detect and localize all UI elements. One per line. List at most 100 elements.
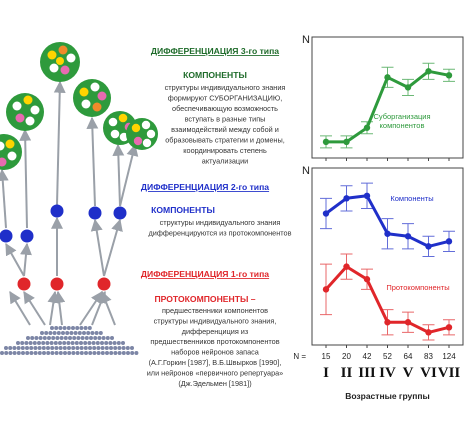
- data-point: [404, 233, 412, 240]
- pool-neuron: [88, 346, 92, 350]
- protocomponent-node: [17, 277, 31, 291]
- pool-neuron: [37, 341, 41, 345]
- pool-neuron: [121, 351, 126, 355]
- pool-neuron: [25, 346, 29, 350]
- description-line: образовывать стратегии и домены,: [165, 136, 284, 145]
- pool-neuron: [33, 346, 38, 350]
- pool-neuron: [121, 341, 125, 345]
- level2-heading: ДИФФЕРЕНЦИАЦИЯ 2-го типа: [141, 182, 269, 192]
- n-value: 42: [363, 352, 372, 361]
- data-point: [322, 210, 330, 217]
- pool-neuron: [90, 331, 95, 335]
- data-point: [445, 324, 453, 331]
- level3-block: ДИФФЕРЕНЦИАЦИЯ 3-го типа КОМПОНЕНТЫ стру…: [151, 46, 285, 166]
- n-value: 64: [404, 352, 413, 361]
- pool-neuron: [34, 336, 39, 340]
- pool-neuron: [83, 346, 88, 350]
- pool-neuron: [72, 336, 77, 340]
- data-point: [322, 286, 330, 293]
- pool-neuron: [58, 326, 63, 330]
- x-tick-label: II: [341, 365, 353, 381]
- pool-neuron: [126, 351, 130, 355]
- n-value: 20: [342, 352, 351, 361]
- series-label: компонентов: [380, 121, 425, 130]
- pool-neuron: [70, 341, 75, 345]
- data-point: [343, 138, 350, 146]
- pool-neuron: [109, 351, 114, 355]
- pool-neuron: [113, 346, 118, 350]
- pool-neuron: [45, 341, 50, 345]
- description-line: формируют СУБОРГАНИЗАЦИЮ,: [168, 94, 283, 103]
- data-point: [384, 74, 391, 81]
- level3-sub: КОМПОНЕНТЫ: [183, 70, 247, 80]
- pool-neuron: [75, 346, 80, 350]
- pool-neuron: [59, 336, 64, 340]
- pool-neuron: [92, 351, 97, 355]
- level2-sub: КОМПОНЕНТЫ: [151, 205, 215, 215]
- pool-neuron: [75, 326, 80, 330]
- pool-neuron: [112, 341, 117, 345]
- pool-neuron: [58, 351, 63, 355]
- pool-neuron: [12, 346, 17, 350]
- pool-neuron: [24, 341, 29, 345]
- description-line: структуры индивидуального знания: [165, 83, 286, 92]
- component-node: [113, 206, 127, 220]
- pool-neuron: [98, 331, 103, 335]
- pool-neuron: [58, 346, 63, 350]
- pool-neuron: [44, 331, 49, 335]
- neuron-tree-diagram: [0, 42, 158, 355]
- pool-neuron: [54, 346, 59, 350]
- pool-neuron: [55, 336, 60, 340]
- description-line: или нейронов «первичного репертуара»: [147, 368, 284, 377]
- pool-neuron: [63, 336, 68, 340]
- data-point: [363, 192, 371, 200]
- pool-neuron: [52, 331, 57, 335]
- data-point: [384, 230, 391, 237]
- description-line: координировать степень: [183, 146, 267, 155]
- pool-neuron: [0, 351, 4, 355]
- pool-neuron: [71, 351, 76, 355]
- plot-frame: [311, 36, 464, 159]
- pool-neuron: [66, 341, 71, 345]
- pool-neuron: [79, 341, 83, 345]
- pool-neuron: [75, 351, 80, 355]
- suborganization-cluster: [40, 42, 80, 82]
- pool-neuron: [79, 351, 84, 355]
- pool-neuron: [20, 346, 25, 350]
- pool-neuron: [21, 351, 25, 355]
- pool-neuron: [117, 346, 122, 350]
- x-tick-label: V: [403, 365, 414, 381]
- pool-neuron: [121, 346, 126, 350]
- suborganization-cluster: [73, 79, 111, 117]
- data-point: [445, 72, 453, 79]
- level3-heading: ДИФФЕРЕНЦИАЦИЯ 3-го типа: [151, 46, 279, 56]
- pool-neuron: [42, 336, 47, 340]
- pool-neuron: [50, 351, 55, 355]
- data-point: [363, 276, 371, 283]
- pool-neuron: [62, 346, 67, 350]
- pool-neuron: [26, 336, 30, 340]
- suborganization-cluster: [6, 93, 44, 131]
- pool-neuron: [4, 346, 8, 350]
- pool-neuron: [73, 331, 78, 335]
- data-point: [445, 238, 453, 245]
- neuron-pool: [0, 326, 139, 355]
- pool-neuron: [56, 331, 61, 335]
- description-line: предшественники компонентов: [162, 306, 268, 315]
- pool-neuron: [134, 351, 139, 355]
- data-point: [343, 195, 350, 202]
- x-tick-label: VII: [438, 365, 461, 381]
- pool-neuron: [79, 326, 84, 330]
- pool-neuron: [68, 336, 72, 340]
- pool-neuron: [95, 341, 100, 345]
- pool-neuron: [41, 346, 46, 350]
- data-point: [425, 68, 432, 75]
- pool-neuron: [48, 331, 53, 335]
- data-point: [363, 124, 371, 131]
- component-node: [50, 204, 64, 218]
- arrows-red-to-blue: [5, 216, 123, 277]
- pool-neuron: [88, 351, 93, 355]
- pool-neuron: [69, 331, 74, 335]
- description-line: предшественников протокомпонентов: [150, 337, 279, 346]
